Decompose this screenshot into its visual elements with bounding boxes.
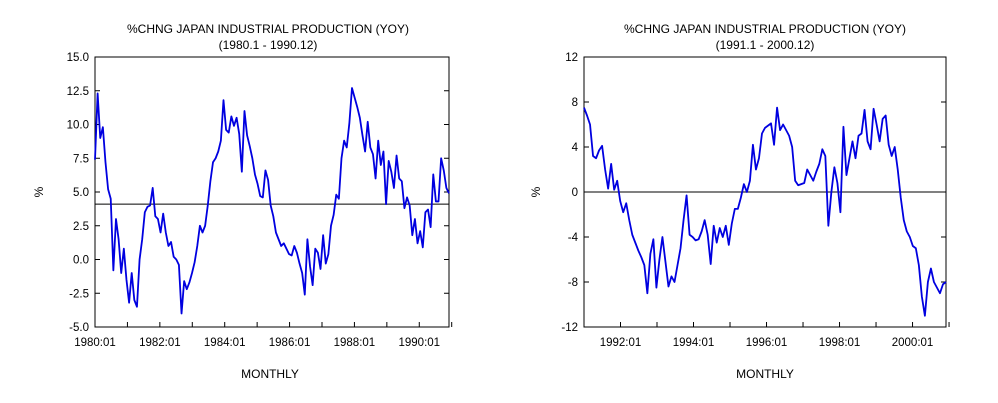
y-tick-label: 12.5 [67, 86, 89, 98]
y-tick-label: 4 [572, 142, 579, 154]
x-tick-label: 1998:01 [819, 337, 861, 349]
y-tick-label: 15.0 [67, 52, 89, 64]
series-line [94, 87, 450, 315]
x-tick-label: 1990:01 [398, 337, 440, 349]
x-axis-label: MONTHLY [736, 367, 794, 381]
series-line [583, 106, 947, 317]
y-tick-label: -5.0 [69, 322, 89, 334]
chart-right-svg: %CHNG JAPAN INDUSTRIAL PRODUCTION (YOY) … [529, 22, 950, 381]
chart-right: %CHNG JAPAN INDUSTRIAL PRODUCTION (YOY) … [499, 0, 998, 403]
plot-frame [94, 56, 450, 328]
x-tick-label: 1982:01 [139, 337, 181, 349]
y-tick-label: 0 [572, 187, 578, 199]
y-tick-label: 8 [572, 97, 578, 109]
chart-left-svg: %CHNG JAPAN INDUSTRIAL PRODUCTION (YOY) … [32, 22, 453, 381]
chart-title: %CHNG JAPAN INDUSTRIAL PRODUCTION (YOY) [624, 22, 906, 36]
x-tick-label: 1994:01 [673, 337, 715, 349]
y-tick-label: -8 [568, 277, 578, 289]
x-tick-label: 1992:01 [600, 337, 642, 349]
x-tick-label: 1980:01 [74, 337, 116, 349]
x-tick-label: 1988:01 [334, 337, 376, 349]
chart-subtitle: (1991.1 - 2000.12) [716, 38, 815, 52]
y-tick-label: 2.5 [73, 221, 89, 233]
x-tick-label: 1986:01 [269, 337, 311, 349]
y-tick-label: 10.0 [67, 120, 89, 132]
x-axis-label: MONTHLY [241, 367, 299, 381]
y-tick-label: 5.0 [73, 187, 89, 199]
chart-title: %CHNG JAPAN INDUSTRIAL PRODUCTION (YOY) [127, 22, 409, 36]
y-axis-label: % [32, 186, 46, 197]
y-tick-label: -12 [561, 322, 578, 334]
x-tick-label: 2000:01 [892, 337, 934, 349]
y-axis-label: % [529, 186, 543, 197]
y-tick-label: 12 [565, 52, 578, 64]
chart-left: %CHNG JAPAN INDUSTRIAL PRODUCTION (YOY) … [32, 22, 453, 381]
chart-subtitle: (1980.1 - 1990.12) [219, 38, 318, 52]
y-tick-label: -4 [568, 232, 579, 244]
x-tick-label: 1996:01 [746, 337, 788, 349]
y-tick-label: 7.5 [73, 153, 89, 165]
x-tick-label: 1984:01 [204, 337, 246, 349]
y-tick-label: -2.5 [69, 288, 89, 300]
y-tick-label: 0.0 [73, 255, 89, 267]
